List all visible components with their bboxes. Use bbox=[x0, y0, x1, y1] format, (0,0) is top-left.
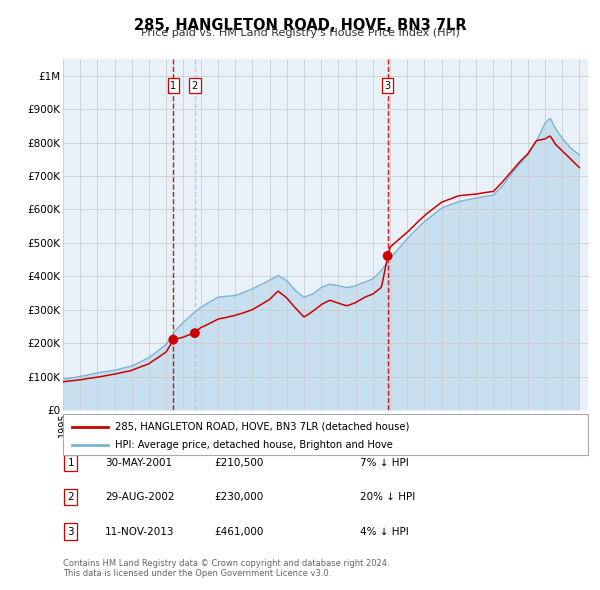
Text: £210,500: £210,500 bbox=[215, 458, 264, 468]
Text: 285, HANGLETON ROAD, HOVE, BN3 7LR (detached house): 285, HANGLETON ROAD, HOVE, BN3 7LR (deta… bbox=[115, 422, 410, 431]
Text: 1: 1 bbox=[170, 81, 176, 91]
Text: 2: 2 bbox=[67, 493, 74, 502]
Text: 7% ↓ HPI: 7% ↓ HPI bbox=[360, 458, 409, 468]
Point bbox=[383, 251, 392, 261]
Text: 285, HANGLETON ROAD, HOVE, BN3 7LR: 285, HANGLETON ROAD, HOVE, BN3 7LR bbox=[134, 18, 466, 32]
Text: 29-AUG-2002: 29-AUG-2002 bbox=[105, 493, 175, 502]
Text: Price paid vs. HM Land Registry's House Price Index (HPI): Price paid vs. HM Land Registry's House … bbox=[140, 28, 460, 38]
Text: 20% ↓ HPI: 20% ↓ HPI bbox=[360, 493, 415, 502]
Text: 11-NOV-2013: 11-NOV-2013 bbox=[105, 527, 175, 536]
Text: 3: 3 bbox=[67, 527, 74, 536]
Text: 30-MAY-2001: 30-MAY-2001 bbox=[105, 458, 172, 468]
Text: 4% ↓ HPI: 4% ↓ HPI bbox=[360, 527, 409, 536]
Point bbox=[169, 335, 178, 345]
Text: £230,000: £230,000 bbox=[215, 493, 264, 502]
Point bbox=[190, 329, 200, 338]
Text: Contains HM Land Registry data © Crown copyright and database right 2024.: Contains HM Land Registry data © Crown c… bbox=[63, 559, 389, 568]
Text: 1: 1 bbox=[67, 458, 74, 468]
Text: £461,000: £461,000 bbox=[215, 527, 264, 536]
Text: HPI: Average price, detached house, Brighton and Hove: HPI: Average price, detached house, Brig… bbox=[115, 440, 393, 450]
Text: This data is licensed under the Open Government Licence v3.0.: This data is licensed under the Open Gov… bbox=[63, 569, 331, 578]
Text: 3: 3 bbox=[385, 81, 391, 91]
Text: 2: 2 bbox=[192, 81, 198, 91]
